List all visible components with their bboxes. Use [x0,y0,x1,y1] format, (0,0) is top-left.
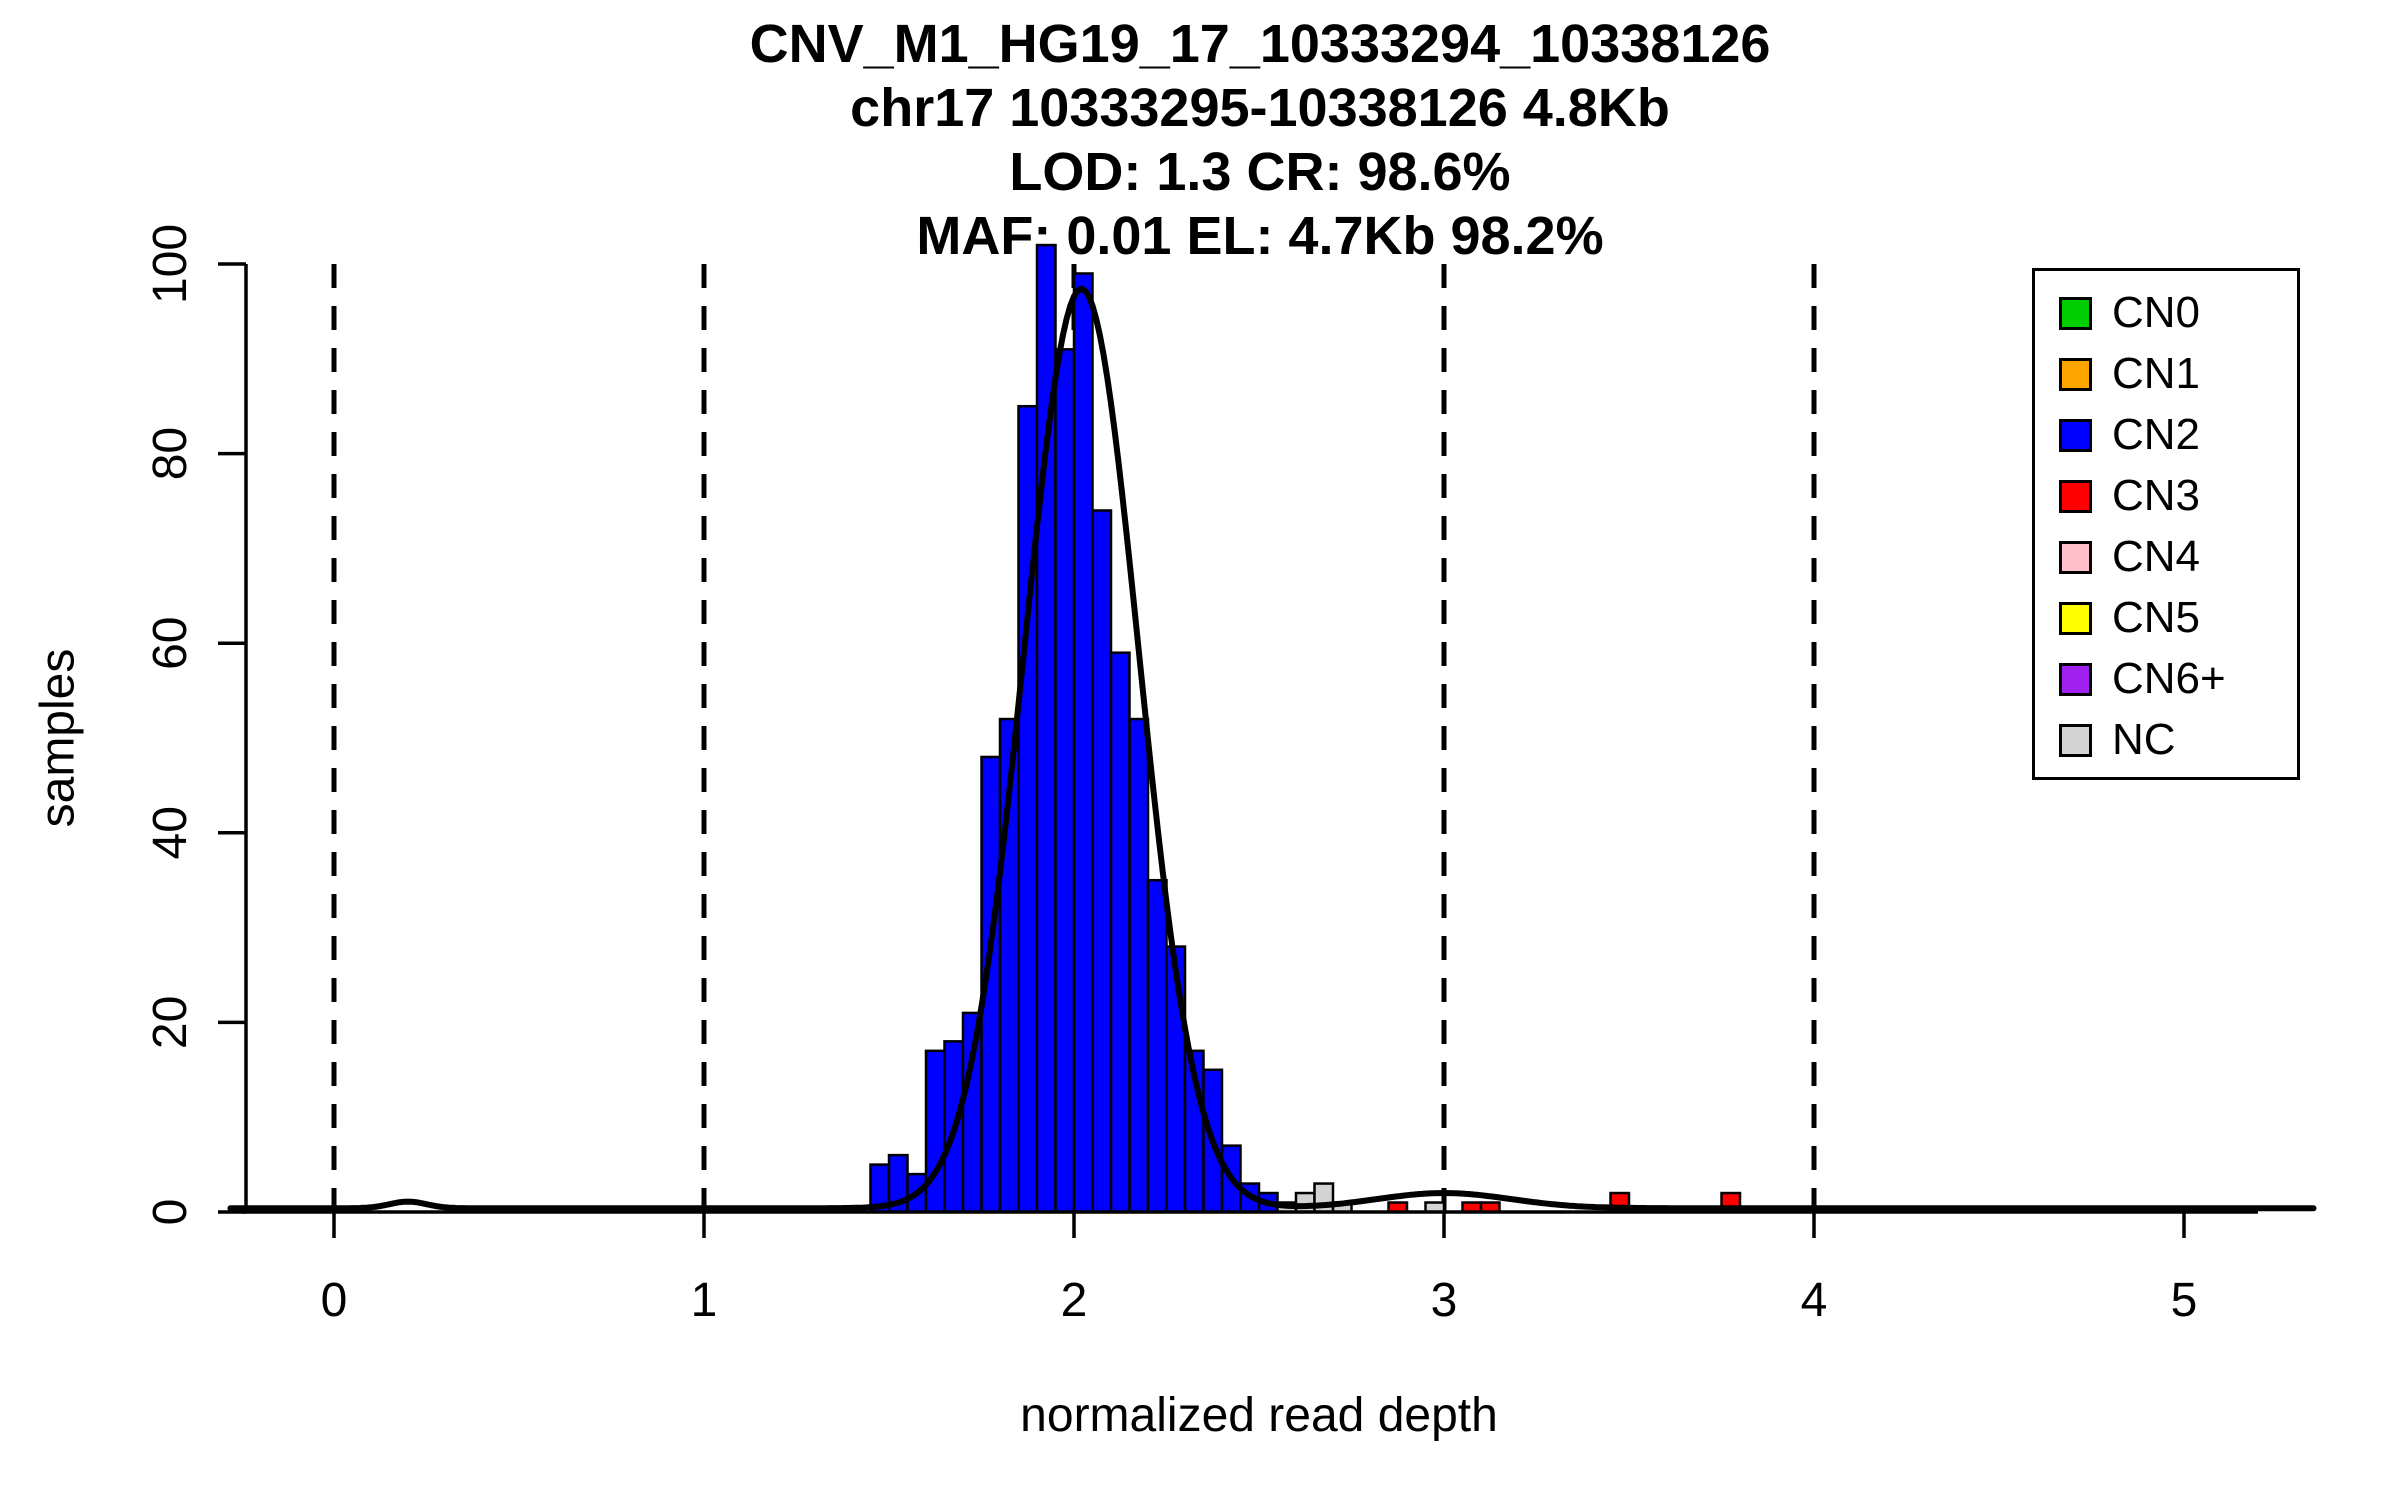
legend-entry-cn4: CN4 [2059,535,2297,579]
x-tick-label: 0 [321,1274,348,1327]
histogram-bar-cn2 [1054,348,1076,1214]
histogram-bar-cn2 [924,1049,946,1214]
histogram-bar-cn2 [1128,717,1150,1214]
legend-swatch-cn1 [2059,357,2092,391]
y-tick-label: 100 [144,224,197,304]
legend-entry-cn3: CN3 [2059,474,2297,518]
x-tick-label: 1 [691,1274,718,1327]
legend-rows: CN0 CN1 CN2 CN3 CN4 CN5 CN6+ NC [2059,291,2297,762]
title-line-1: CNV_M1_HG19_17_10333294_10338126 [749,14,1771,74]
legend-swatch-cn0 [2059,296,2092,330]
legend-label: CN3 [2112,471,2201,520]
y-tick-label: 60 [144,617,197,670]
y-tick-label: 20 [144,996,197,1049]
legend-swatch-cn2 [2059,418,2092,452]
y-tick-label: 80 [144,427,197,480]
legend-swatch-cn6plus [2059,662,2092,696]
legend-label: CN2 [2112,410,2201,459]
legend-label: CN0 [2112,288,2201,337]
legend-swatch-cn3 [2059,479,2092,513]
histogram-bar-nc [1294,1191,1316,1214]
legend-label: CN1 [2112,349,2201,398]
histogram-bar-cn2 [1146,878,1168,1214]
legend-label: CN5 [2112,593,2201,642]
legend-entry-cn6plus: CN6+ [2059,657,2297,701]
x-tick-label: 5 [2171,1274,2198,1327]
y-tick-label: 0 [144,1199,197,1226]
legend-box: CN0 CN1 CN2 CN3 CN4 CN5 CN6+ NC [2032,268,2300,780]
legend-swatch-cn5 [2059,601,2092,635]
legend-entry-cn5: CN5 [2059,596,2297,640]
legend-entry-cn0: CN0 [2059,291,2297,335]
x-axis-label: normalized read depth [1020,1389,1498,1442]
x-tick-label: 3 [1431,1274,1458,1327]
legend-entry-cn1: CN1 [2059,352,2297,396]
legend-entry-nc: NC [2059,718,2297,762]
y-tick-label: 40 [144,806,197,859]
legend-entry-cn2: CN2 [2059,413,2297,457]
histogram-bar-cn2 [1072,272,1094,1214]
chart-title: CNV_M1_HG19_17_10333294_10338126 chr17 1… [260,12,2260,268]
x-tick-label: 2 [1061,1274,1088,1327]
legend-label: CN4 [2112,532,2201,581]
legend-swatch-nc [2059,723,2092,757]
title-line-2: chr17 10333295-10338126 4.8Kb [850,78,1670,138]
legend-label: CN6+ [2112,654,2226,703]
density-curve [227,285,2317,1212]
histogram-bar-cn2 [1109,651,1131,1214]
legend-swatch-cn4 [2059,540,2092,574]
legend-label: NC [2112,715,2176,764]
title-line-3: LOD: 1.3 CR: 98.6% [1009,142,1511,202]
x-tick-label: 4 [1801,1274,1828,1327]
histogram-bar-cn2 [1091,509,1113,1214]
title-line-4: MAF: 0.01 EL: 4.7Kb 98.2% [916,206,1604,266]
